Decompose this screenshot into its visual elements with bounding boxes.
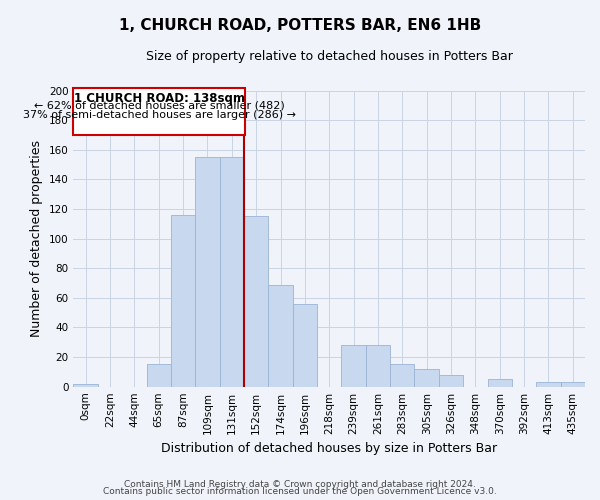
Bar (488, 380, 512, 386)
Bar (244, 216, 268, 386)
Bar (390, 364, 415, 386)
Bar (366, 345, 390, 387)
Bar (341, 345, 366, 387)
Text: Contains public sector information licensed under the Open Government Licence v3: Contains public sector information licen… (103, 487, 497, 496)
FancyBboxPatch shape (73, 88, 245, 135)
Text: 1 CHURCH ROAD: 138sqm: 1 CHURCH ROAD: 138sqm (74, 92, 245, 105)
Text: 37% of semi-detached houses are larger (286) →: 37% of semi-detached houses are larger (… (23, 110, 296, 120)
Bar (171, 215, 195, 386)
Bar (195, 157, 220, 386)
Y-axis label: Number of detached properties: Number of detached properties (30, 140, 43, 337)
Bar (220, 157, 244, 386)
Bar (268, 284, 293, 386)
Bar (536, 382, 560, 386)
Bar (439, 375, 463, 386)
Bar (73, 384, 98, 386)
X-axis label: Distribution of detached houses by size in Potters Bar: Distribution of detached houses by size … (161, 442, 497, 455)
Bar (415, 369, 439, 386)
Bar (293, 304, 317, 386)
Bar (560, 382, 585, 386)
Text: 1, CHURCH ROAD, POTTERS BAR, EN6 1HB: 1, CHURCH ROAD, POTTERS BAR, EN6 1HB (119, 18, 481, 32)
Text: Contains HM Land Registry data © Crown copyright and database right 2024.: Contains HM Land Registry data © Crown c… (124, 480, 476, 489)
Bar (146, 364, 171, 386)
Text: ← 62% of detached houses are smaller (482): ← 62% of detached houses are smaller (48… (34, 101, 284, 111)
Title: Size of property relative to detached houses in Potters Bar: Size of property relative to detached ho… (146, 50, 512, 63)
